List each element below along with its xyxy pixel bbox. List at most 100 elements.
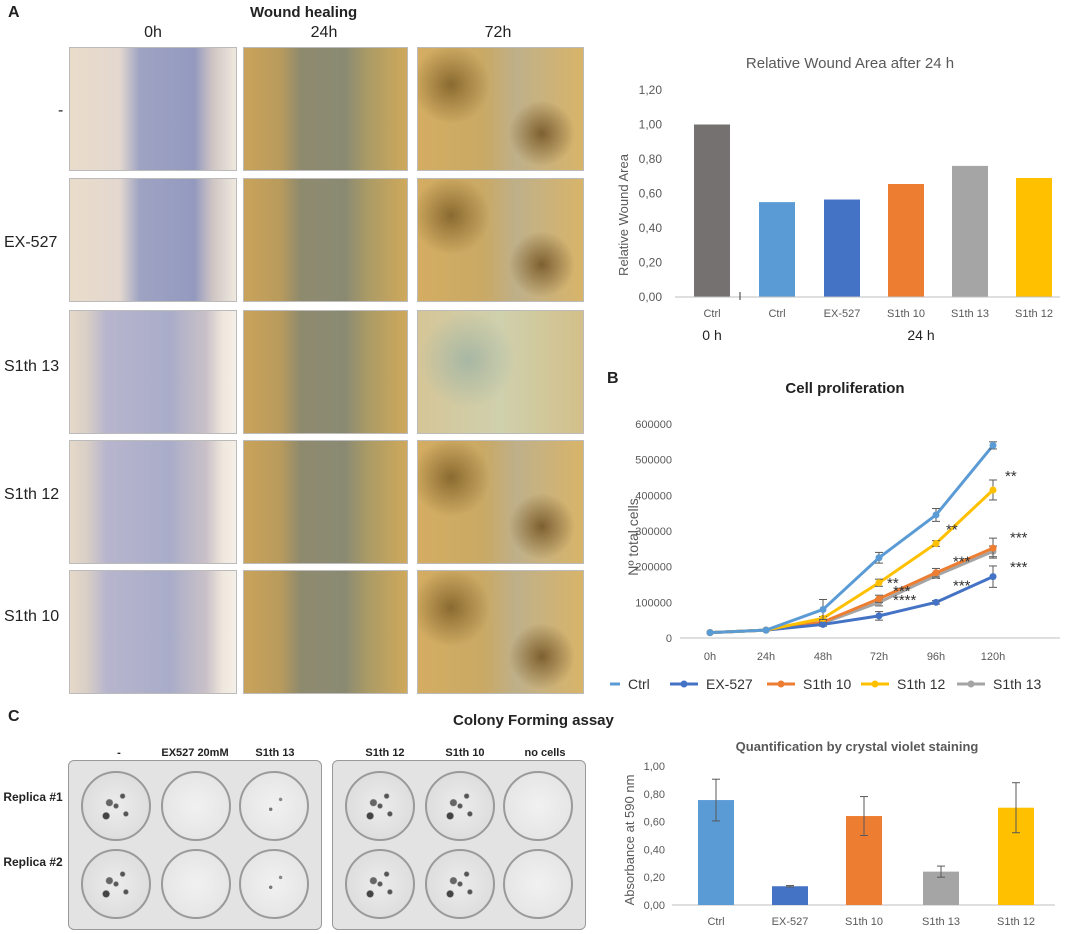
significance-mark: *** bbox=[953, 554, 971, 571]
micrograph-s1th10-0h bbox=[69, 570, 237, 694]
micrograph-control-72h bbox=[417, 47, 584, 171]
wound-xtick: S1th 10 bbox=[887, 308, 925, 320]
row-label-control: - bbox=[58, 102, 64, 119]
col-label-24h: 24h bbox=[310, 24, 338, 41]
crystal-chart-title: Quantification by crystal violet stainin… bbox=[736, 739, 979, 754]
well-p1-r1-c1 bbox=[81, 771, 151, 841]
significance-mark: *** bbox=[953, 578, 971, 595]
legend-item-s1th-10: S1th 10 bbox=[767, 676, 851, 692]
row-label-s1th12: S1th 12 bbox=[4, 486, 60, 503]
proliferation-point bbox=[875, 554, 883, 562]
proliferation-xtick: 72h bbox=[870, 651, 888, 663]
panel-letter-a: A bbox=[8, 4, 20, 21]
wound-bar bbox=[824, 199, 860, 297]
crystal-xtick: S1th 10 bbox=[845, 916, 883, 928]
legend-item-s1th-13: S1th 13 bbox=[957, 676, 1041, 692]
wound-group-label-24h: 24 h bbox=[907, 327, 934, 343]
legend-label: S1th 13 bbox=[993, 676, 1041, 692]
micrograph-control-24h bbox=[243, 47, 408, 171]
crystal-xtick: EX-527 bbox=[772, 916, 809, 928]
significance-mark: ** bbox=[946, 522, 958, 539]
micrograph-ex527-24h bbox=[243, 178, 408, 302]
legend-item-ctrl: Ctrl bbox=[610, 676, 650, 692]
wound-ytick: 1,00 bbox=[639, 118, 663, 132]
col-label-72h: 72h bbox=[484, 24, 512, 41]
proliferation-point bbox=[989, 441, 997, 449]
proliferation-ytick: 0 bbox=[666, 633, 672, 645]
proliferation-point bbox=[932, 511, 940, 519]
proliferation-point bbox=[819, 605, 827, 613]
proliferation-point bbox=[932, 598, 940, 606]
wound-xtick: EX-527 bbox=[824, 308, 861, 320]
proliferation-ytick: 200000 bbox=[635, 562, 672, 574]
panel-letter-b: B bbox=[607, 370, 619, 387]
micrograph-s1th10-72h bbox=[417, 570, 584, 694]
well-p2-r2-c2 bbox=[425, 849, 495, 919]
proliferation-point bbox=[875, 612, 883, 620]
well-p1-r2-c2 bbox=[161, 849, 231, 919]
micrograph-s1th12-0h bbox=[69, 440, 237, 564]
wound-ytick: 0,00 bbox=[639, 290, 663, 304]
micrograph-s1th12-24h bbox=[243, 440, 408, 564]
wound-ytick: 0,80 bbox=[639, 152, 663, 166]
legend-label: EX-527 bbox=[706, 676, 753, 692]
crystal-bar bbox=[772, 886, 808, 905]
proliferation-xtick: 96h bbox=[927, 651, 945, 663]
proliferation-ytick: 300000 bbox=[635, 526, 672, 538]
plate-2 bbox=[332, 760, 586, 930]
micrograph-ex527-72h bbox=[417, 178, 584, 302]
wound-bar bbox=[694, 124, 730, 297]
micrograph-s1th12-72h bbox=[417, 440, 584, 564]
proliferation-line-ctrl bbox=[709, 444, 995, 635]
proliferation-ytick: 600000 bbox=[635, 419, 672, 431]
row-label-ex527: EX-527 bbox=[4, 234, 58, 251]
plate2-col2-label: S1th 10 bbox=[445, 747, 485, 759]
micrograph-s1th10-24h bbox=[243, 570, 408, 694]
legend-item-ex-527: EX-527 bbox=[670, 676, 753, 692]
well-p2-r1-c3 bbox=[503, 771, 573, 841]
significance-mark: *** bbox=[893, 583, 911, 600]
proliferation-xtick: 120h bbox=[981, 651, 1005, 663]
micrograph-s1th13-24h bbox=[243, 310, 408, 434]
plate-1 bbox=[68, 760, 322, 930]
plate1-col3-label: S1th 13 bbox=[255, 747, 295, 759]
proliferation-title: Cell proliferation bbox=[785, 380, 904, 397]
crystal-violet-chart: Quantification by crystal violet stainin… bbox=[622, 739, 1055, 928]
well-p2-r1-c2 bbox=[425, 771, 495, 841]
colony-forming-title: Colony Forming assay bbox=[453, 712, 614, 729]
proliferation-point bbox=[989, 544, 997, 552]
wound-xtick: Ctrl bbox=[703, 308, 720, 320]
crystal-xtick: Ctrl bbox=[707, 916, 724, 928]
well-p1-r2-c1 bbox=[81, 849, 151, 919]
well-p1-r2-c3 bbox=[239, 849, 309, 919]
proliferation-point bbox=[932, 539, 940, 547]
proliferation-point bbox=[989, 573, 997, 581]
replica-1-label: Replica #1 bbox=[3, 790, 63, 804]
wound-xtick: S1th 12 bbox=[1015, 308, 1053, 320]
well-p2-r2-c3 bbox=[503, 849, 573, 919]
row-label-s1th13: S1th 13 bbox=[4, 358, 60, 375]
proliferation-ylabel: Nº total cells bbox=[625, 498, 641, 575]
proliferation-xtick: 0h bbox=[704, 651, 716, 663]
micrograph-control-0h bbox=[69, 47, 237, 171]
significance-mark: ** bbox=[887, 575, 899, 592]
wound-ytick: 0,20 bbox=[639, 256, 663, 270]
replica-2-label: Replica #2 bbox=[3, 855, 63, 869]
plate1-col1-label: - bbox=[117, 747, 121, 759]
crystal-ytick: 0,00 bbox=[644, 900, 665, 912]
proliferation-point bbox=[989, 486, 997, 494]
crystal-ytick: 0,20 bbox=[644, 872, 665, 884]
legend-item-s1th-12: S1th 12 bbox=[861, 676, 945, 692]
wound-xtick: Ctrl bbox=[768, 308, 785, 320]
wound-bar bbox=[1016, 177, 1052, 297]
crystal-ytick: 1,00 bbox=[644, 761, 665, 773]
proliferation-point bbox=[875, 579, 883, 587]
well-p1-r1-c3 bbox=[239, 771, 309, 841]
panel-letter-c: C bbox=[8, 708, 20, 725]
proliferation-xtick: 48h bbox=[814, 651, 832, 663]
wound-area-chart: Relative Wound Area after 24 h Relative … bbox=[616, 55, 1060, 343]
row-label-s1th10: S1th 10 bbox=[4, 608, 60, 625]
legend-label: S1th 12 bbox=[897, 676, 945, 692]
proliferation-xtick: 24h bbox=[757, 651, 775, 663]
plate1-col2-label: EX527 20mM bbox=[161, 747, 229, 759]
